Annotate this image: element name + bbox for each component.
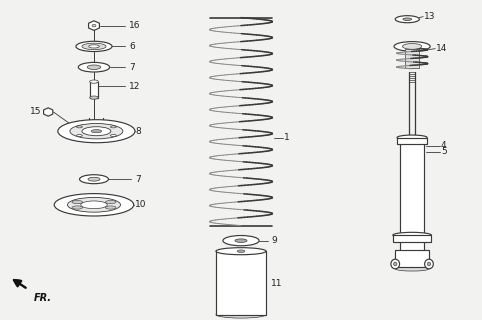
Ellipse shape	[92, 24, 96, 27]
Text: 7: 7	[129, 63, 135, 72]
Ellipse shape	[90, 80, 98, 83]
Ellipse shape	[216, 248, 266, 255]
Ellipse shape	[395, 267, 429, 271]
Text: 10: 10	[135, 200, 147, 209]
Text: 4: 4	[441, 141, 447, 150]
Ellipse shape	[67, 197, 120, 212]
Ellipse shape	[110, 126, 116, 128]
Text: 12: 12	[129, 82, 141, 91]
Text: 6: 6	[129, 42, 135, 51]
Ellipse shape	[391, 259, 400, 269]
Ellipse shape	[88, 177, 100, 181]
Ellipse shape	[72, 200, 82, 204]
Ellipse shape	[91, 130, 102, 133]
Ellipse shape	[395, 16, 419, 23]
Ellipse shape	[425, 259, 433, 269]
Text: 16: 16	[129, 21, 141, 30]
Ellipse shape	[82, 127, 111, 136]
Polygon shape	[43, 108, 53, 116]
Ellipse shape	[54, 194, 134, 216]
Ellipse shape	[78, 62, 110, 72]
Ellipse shape	[237, 250, 245, 252]
Bar	[393, 235, 431, 242]
Text: 7: 7	[135, 175, 141, 184]
Ellipse shape	[403, 18, 412, 20]
Ellipse shape	[428, 262, 431, 266]
Ellipse shape	[397, 135, 427, 140]
Bar	[395, 250, 429, 267]
Text: FR.: FR.	[34, 293, 52, 303]
Ellipse shape	[87, 65, 101, 69]
Ellipse shape	[393, 232, 431, 238]
Ellipse shape	[81, 201, 107, 209]
Bar	[397, 138, 427, 144]
Text: 8: 8	[135, 127, 141, 136]
Ellipse shape	[402, 44, 422, 49]
Bar	[216, 251, 266, 315]
Ellipse shape	[72, 206, 82, 209]
Text: 9: 9	[271, 236, 277, 245]
Ellipse shape	[216, 311, 266, 318]
Ellipse shape	[106, 206, 116, 209]
Ellipse shape	[235, 239, 247, 243]
Ellipse shape	[106, 200, 116, 204]
Ellipse shape	[110, 134, 116, 136]
Ellipse shape	[223, 236, 259, 246]
Polygon shape	[89, 21, 99, 30]
Text: 1: 1	[284, 133, 290, 142]
Text: 11: 11	[271, 279, 283, 288]
Ellipse shape	[82, 43, 106, 50]
Bar	[400, 138, 424, 253]
Ellipse shape	[70, 124, 123, 139]
Ellipse shape	[394, 42, 430, 51]
Ellipse shape	[76, 41, 112, 52]
Ellipse shape	[77, 126, 82, 128]
Ellipse shape	[58, 120, 135, 143]
Text: 5: 5	[441, 148, 447, 156]
Bar	[405, 49, 419, 68]
Ellipse shape	[80, 175, 108, 184]
Ellipse shape	[77, 134, 82, 136]
Bar	[90, 82, 98, 98]
Text: 14: 14	[436, 44, 448, 53]
Ellipse shape	[90, 96, 98, 99]
Text: 15: 15	[29, 108, 41, 116]
Ellipse shape	[393, 262, 397, 266]
Ellipse shape	[89, 45, 99, 48]
Text: 13: 13	[424, 12, 436, 21]
